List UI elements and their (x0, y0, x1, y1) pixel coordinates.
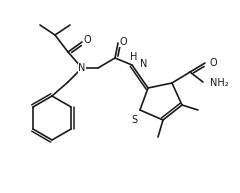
Text: S: S (131, 115, 137, 125)
Text: N: N (140, 59, 147, 69)
Text: NH₂: NH₂ (210, 78, 229, 88)
Text: O: O (119, 37, 127, 47)
Text: H: H (130, 52, 138, 62)
Text: N: N (78, 63, 86, 73)
Text: O: O (83, 35, 91, 45)
Text: O: O (210, 58, 218, 68)
